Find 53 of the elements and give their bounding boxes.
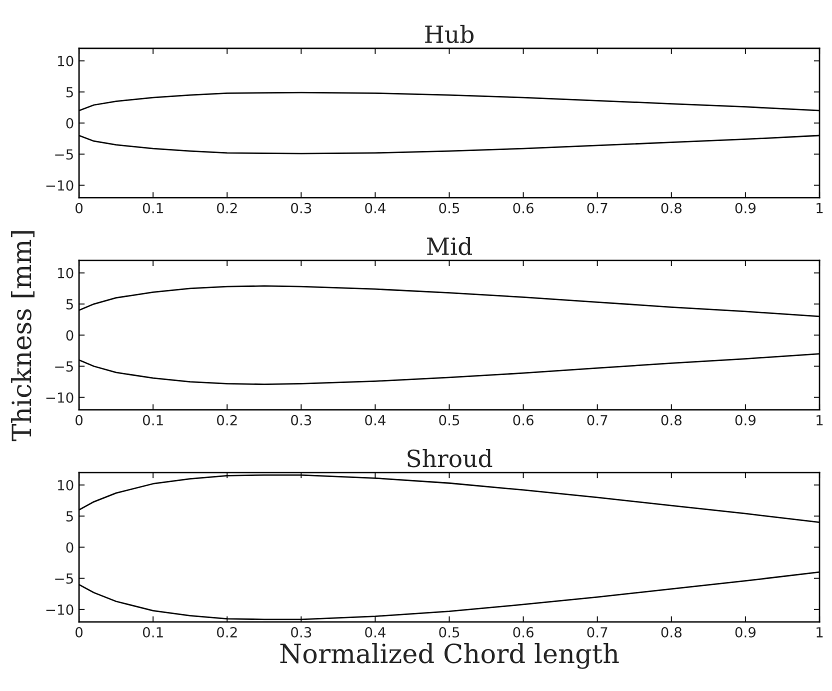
- x-tick-label: 0: [76, 202, 83, 214]
- x-tick-label: 0.3: [291, 202, 312, 214]
- x-tick-label: 0.2: [217, 414, 237, 426]
- chart-title: Mid: [427, 236, 472, 256]
- y-tick-label: 5: [66, 87, 73, 98]
- x-tick-label: 0.5: [439, 202, 460, 214]
- x-tick-label: 0.5: [439, 627, 460, 638]
- x-tick-label: 0.4: [365, 202, 386, 214]
- x-tick-label: 0.6: [513, 202, 534, 214]
- x-axis-title: Normalized Chord length: [280, 642, 619, 669]
- x-tick-label: 0.9: [735, 202, 756, 214]
- y-tick-label: −10: [46, 604, 74, 615]
- x-tick-label: 0.3: [291, 414, 312, 426]
- x-tick-label: 0.9: [735, 627, 756, 638]
- x-tick-label: 1: [816, 627, 823, 638]
- y-axis-title: Thickness [mm]: [10, 231, 35, 442]
- y-tick-label: 5: [66, 299, 73, 310]
- y-tick-label: −10: [46, 392, 74, 403]
- x-tick-label: 0.7: [587, 202, 608, 214]
- x-tick-label: 0.6: [513, 414, 534, 426]
- y-tick-label: 10: [58, 56, 74, 66]
- chart-title: Shroud: [408, 449, 492, 468]
- x-tick-label: 0.1: [142, 202, 163, 214]
- x-tick-label: 0.1: [142, 414, 163, 426]
- y-tick-label: 10: [58, 480, 74, 490]
- y-tick-label: −5: [55, 573, 73, 584]
- x-tick-label: 0.5: [439, 414, 460, 426]
- x-tick-label: 0.7: [587, 414, 608, 426]
- y-tick-label: 5: [66, 511, 73, 522]
- y-tick-label: 10: [58, 268, 74, 278]
- x-tick-label: 0.8: [661, 627, 682, 638]
- x-tick-label: 0.7: [587, 627, 608, 638]
- x-tick-label: 0.8: [661, 414, 682, 426]
- x-tick-label: 0.4: [365, 414, 386, 426]
- x-tick-label: 0.6: [513, 627, 534, 638]
- x-tick-label: 0.3: [291, 627, 312, 638]
- x-tick-label: 1: [816, 203, 823, 214]
- y-tick-label: 0: [66, 118, 74, 129]
- x-tick-label: 0: [76, 627, 83, 638]
- x-tick-label: 0.1: [142, 627, 163, 638]
- y-tick-label: −5: [55, 149, 73, 160]
- x-tick-label: 0.4: [365, 627, 386, 638]
- x-tick-label: 0.9: [735, 414, 756, 426]
- y-tick-label: −10: [46, 180, 74, 191]
- x-tick-label: 0.2: [217, 202, 237, 214]
- y-tick-label: 0: [66, 542, 74, 553]
- y-tick-label: 0: [66, 330, 74, 341]
- chart-title: Hub: [425, 24, 474, 44]
- x-tick-label: 0.2: [217, 627, 237, 638]
- x-tick-label: 0: [76, 414, 83, 426]
- x-tick-label: 1: [816, 415, 823, 426]
- y-tick-label: −5: [55, 361, 73, 372]
- x-tick-label: 0.8: [661, 202, 682, 214]
